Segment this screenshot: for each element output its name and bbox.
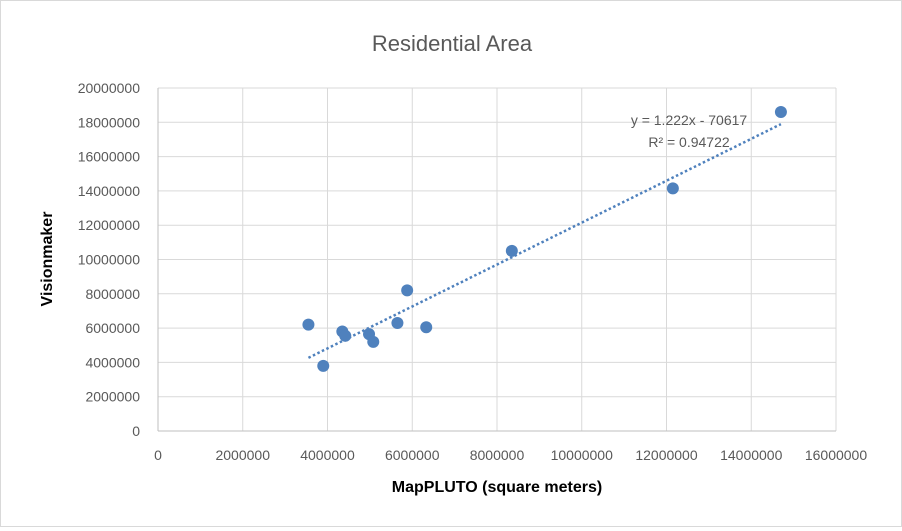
data-point <box>391 316 404 329</box>
chart-title: Residential Area <box>372 31 533 56</box>
trendline-equation: y = 1.222x - 70617 <box>631 112 748 128</box>
data-points <box>302 106 787 372</box>
x-tick-label: 2000000 <box>215 447 270 463</box>
y-tick-label: 0 <box>132 423 140 439</box>
trendline-layer <box>307 123 782 359</box>
data-point <box>317 359 330 372</box>
gridlines <box>158 87 837 431</box>
data-point <box>774 106 787 119</box>
y-tick-label: 14000000 <box>78 183 141 199</box>
axes <box>157 88 836 432</box>
x-tick-label: 16000000 <box>805 447 868 463</box>
y-tick-label: 20000000 <box>78 80 141 96</box>
y-tick-label: 10000000 <box>78 252 141 268</box>
y-tick-label: 8000000 <box>85 286 140 302</box>
x-axis-label: MapPLUTO (square meters) <box>392 479 602 496</box>
trendline <box>307 123 782 359</box>
data-point <box>505 244 518 257</box>
x-tick-label: 6000000 <box>385 447 440 463</box>
y-tick-label: 6000000 <box>85 320 140 336</box>
y-tick-label: 4000000 <box>85 354 140 370</box>
y-tick-label: 12000000 <box>78 217 141 233</box>
data-point <box>339 329 352 342</box>
y-tick-label: 16000000 <box>78 149 141 165</box>
x-tick-label: 14000000 <box>720 447 783 463</box>
x-tick-labels: 0 2000000 4000000 6000000 8000000 10000000 120… <box>154 447 867 463</box>
y-tick-label: 18000000 <box>78 114 141 130</box>
x-tick-label: 12000000 <box>635 447 698 463</box>
y-tick-label: 2000000 <box>85 389 140 405</box>
x-tick-label: 8000000 <box>470 447 525 463</box>
y-axis-label: Visionmaker <box>39 212 56 307</box>
data-point <box>420 321 433 334</box>
x-tick-label: 0 <box>154 447 162 463</box>
trendline-r-squared: R² = 0.94722 <box>648 134 730 150</box>
data-point <box>302 318 315 331</box>
data-point <box>666 182 679 195</box>
x-tick-label: 4000000 <box>300 447 355 463</box>
data-point <box>367 335 380 348</box>
data-point <box>401 284 414 297</box>
y-tick-labels: 0 2000000 4000000 6000000 8000000 10000000 120… <box>78 80 141 439</box>
x-tick-label: 10000000 <box>551 447 614 463</box>
